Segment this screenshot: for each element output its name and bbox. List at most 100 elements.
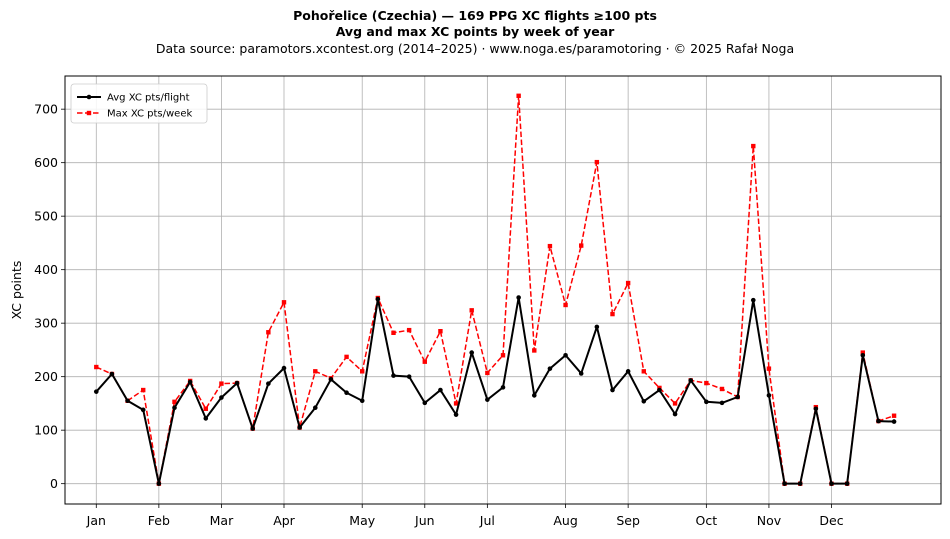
avg-data-point [719, 400, 725, 406]
x-tick-label: Aug [553, 513, 577, 528]
max-data-point [766, 366, 772, 371]
x-tick-label: Feb [148, 513, 170, 528]
max-data-point [672, 401, 678, 406]
series-lines [93, 93, 897, 486]
x-tick-label: Dec [819, 513, 843, 528]
avg-data-point [359, 398, 365, 404]
max-data-point [625, 280, 631, 286]
max-data-point [313, 369, 318, 374]
max-data-point [500, 353, 506, 358]
x-tick-label: Jun [414, 513, 435, 528]
avg-data-point [219, 395, 224, 400]
avg-data-point [625, 369, 631, 374]
max-data-point [594, 159, 600, 165]
avg-data-point [829, 481, 834, 486]
avg-data-point [813, 406, 819, 412]
avg-data-point [266, 381, 271, 386]
max-data-point [516, 93, 521, 98]
avg-data-point [782, 481, 787, 486]
axis-ticks: 0 100 200 300 400 500 600 700 Jan Feb Mar Apr May Jun… [34, 102, 844, 528]
y-tick-label: 0 [50, 476, 58, 491]
y-axis-label: XC points [9, 261, 24, 320]
max-data-point [860, 350, 865, 355]
avg-data-point [312, 405, 318, 411]
avg-data-point [422, 400, 428, 406]
chart-title: Pohořelice (Czechia) — 169 PPG XC flight… [293, 8, 657, 23]
avg-data-point [172, 405, 177, 411]
avg-data-point [735, 394, 740, 400]
avg-data-point [187, 379, 193, 385]
avg-data-point [438, 387, 443, 393]
max-data-point [547, 243, 553, 249]
max-data-point [344, 354, 349, 360]
avg-data-point [234, 380, 240, 386]
avg-data-point [688, 378, 694, 383]
max-data-point [579, 243, 584, 248]
avg-data-point [203, 416, 209, 421]
max-data-point [485, 370, 490, 376]
y-tick-label: 600 [34, 155, 58, 170]
avg-data-point [594, 324, 600, 330]
x-tick-label: Nov [757, 513, 782, 528]
max-data-point [453, 401, 459, 406]
avg-data-point [344, 390, 349, 396]
avg-data-point [531, 393, 537, 398]
y-tick-label: 200 [34, 369, 58, 384]
max-data-point [266, 330, 271, 335]
x-tick-label: May [349, 513, 375, 528]
max-data-point [704, 380, 709, 386]
avg-data-point [891, 419, 897, 424]
x-tick-label: Apr [273, 513, 295, 528]
x-tick-label: Jul [479, 513, 495, 528]
avg-data-point [297, 425, 302, 430]
max-data-point [219, 381, 224, 386]
avg-data-point [469, 350, 475, 355]
chart-titles: Pohořelice (Czechia) — 169 PPG XC flight… [0, 8, 950, 58]
avg-data-point [453, 412, 459, 417]
max-data-point [719, 386, 725, 392]
max-data-point [141, 387, 146, 393]
avg-data-point [766, 393, 772, 398]
avg-data-point [547, 366, 553, 371]
max-data-point [422, 359, 427, 364]
avg-data-point [672, 411, 678, 417]
y-tick-label: 300 [34, 316, 58, 331]
avg-data-point [328, 377, 334, 382]
max-data-point [438, 328, 443, 334]
avg-data-point [391, 373, 396, 378]
legend-avg-label: Avg XC pts/flight [107, 93, 190, 104]
max-data-point [94, 364, 99, 370]
max-data-point [406, 327, 412, 333]
max-data-point [610, 311, 615, 317]
x-tick-label: Mar [210, 513, 234, 528]
max-data-point [532, 348, 537, 353]
avg-data-point [844, 481, 850, 486]
avg-data-point [485, 397, 490, 402]
avg-data-point [876, 418, 881, 424]
avg-data-point [375, 296, 381, 302]
avg-data-point [860, 352, 866, 358]
avg-data-point [406, 374, 412, 379]
avg-data-point [610, 387, 615, 393]
max-data-point [391, 330, 396, 335]
y-tick-label: 400 [34, 262, 58, 277]
x-tick-label: Sep [616, 513, 640, 528]
max-series-line [95, 95, 895, 485]
avg-data-point [641, 398, 647, 404]
max-data-point [360, 369, 365, 374]
legend-avg-marker [86, 94, 92, 100]
avg-data-point [797, 481, 803, 486]
max-data-point [563, 302, 568, 308]
data-source-line: Data source: paramotors.xcontest.org (20… [155, 41, 795, 56]
y-tick-label: 100 [34, 423, 58, 438]
max-data-point [891, 413, 897, 418]
max-data-point [203, 406, 208, 411]
x-tick-label: Jan [86, 513, 106, 528]
avg-data-point [563, 352, 568, 358]
y-tick-label: 500 [34, 209, 58, 224]
max-data-point [641, 369, 646, 374]
plot-frame [64, 75, 942, 505]
chart-subtitle: Avg and max XC points by week of year [335, 24, 615, 39]
avg-data-point [125, 398, 130, 404]
